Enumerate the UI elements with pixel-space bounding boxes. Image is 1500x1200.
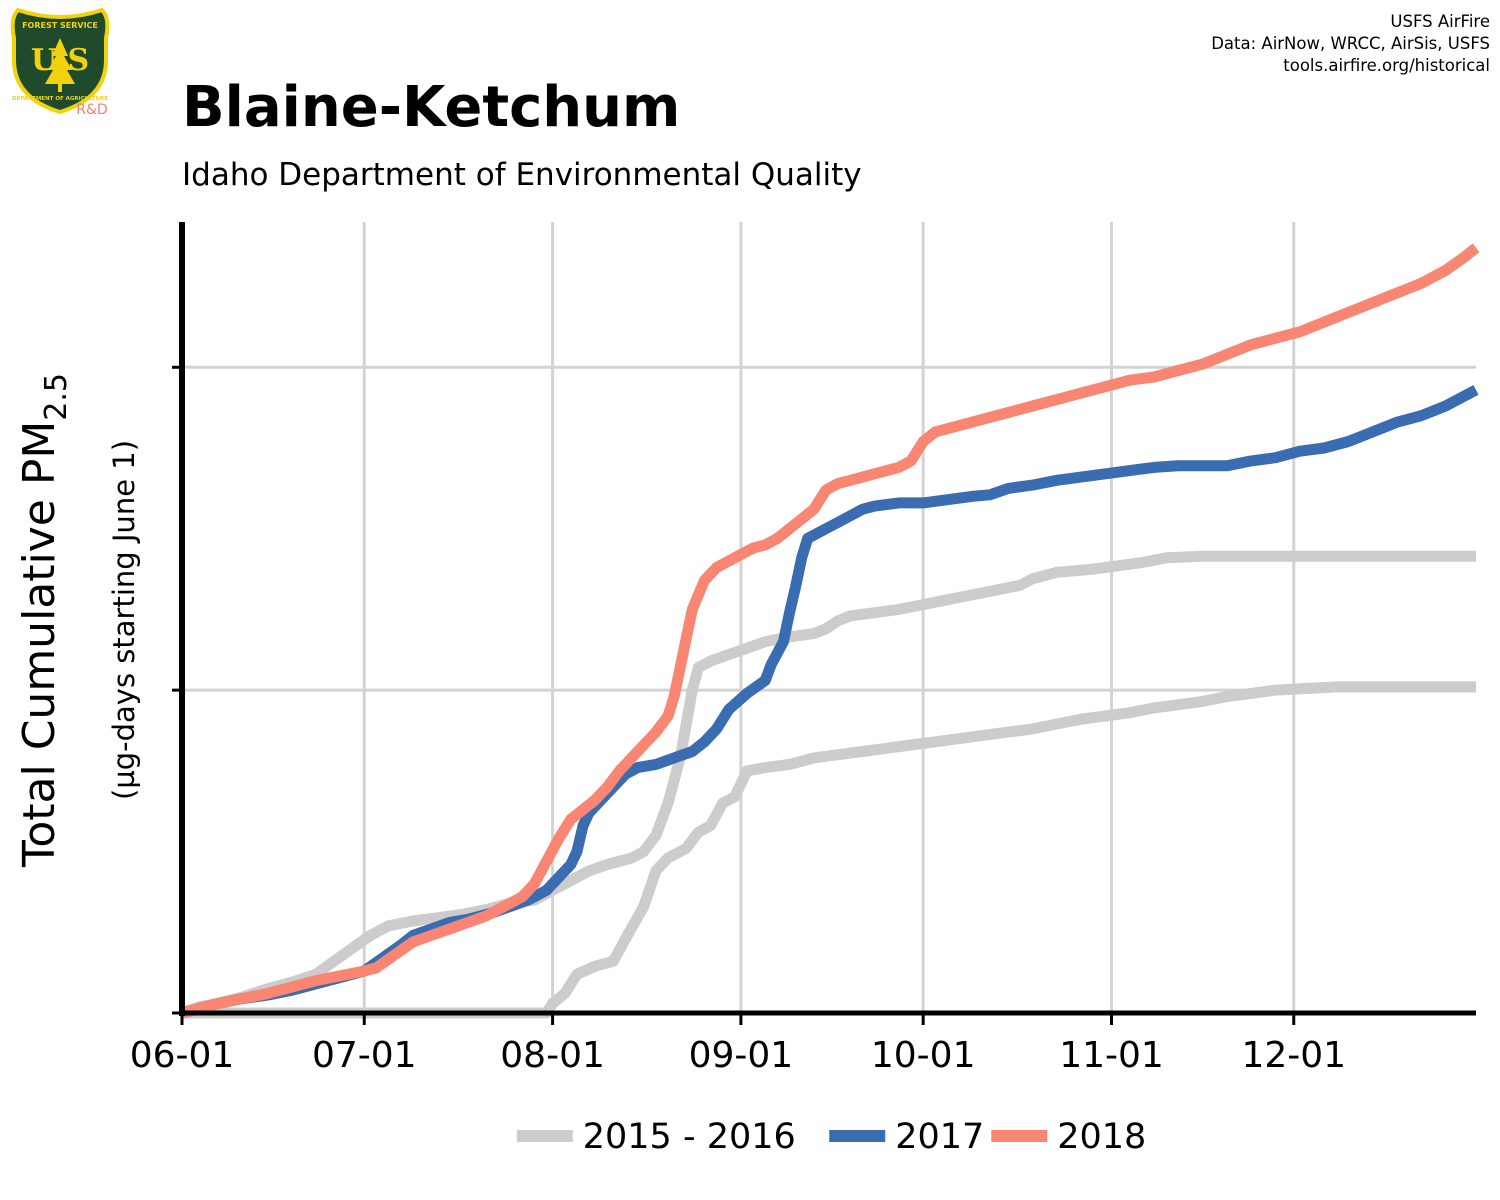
series-lines: [180, 243, 1480, 1019]
series-line-2017: [180, 385, 1479, 1019]
chart-title: Blaine-Ketchum: [182, 75, 680, 140]
legend-label-2: 2018: [1057, 1117, 1146, 1157]
logo-badge: R&D: [76, 102, 107, 118]
x-tick-label-5: 11-01: [1059, 1035, 1164, 1076]
y-axis-label-secondary: (µg-days starting June 1): [107, 440, 141, 800]
credit-line-2: Data: AirNow, WRCC, AirSis, USFS: [1211, 34, 1490, 53]
series-line-2016: [180, 550, 1476, 1019]
series-line-2018: [180, 243, 1480, 1019]
credit-line-1: USFS AirFire: [1390, 12, 1490, 31]
legend-label-1: 2017: [895, 1117, 984, 1157]
logo-tree-icon: [45, 38, 75, 92]
x-tick-label-6: 12-01: [1241, 1035, 1346, 1076]
legend: 2015 - 2016 2017 2018: [516, 1117, 1146, 1157]
x-tick-label-2: 08-01: [500, 1035, 605, 1076]
series-line-2015: [182, 681, 1476, 1019]
x-tick-label-4: 10-01: [871, 1035, 976, 1076]
x-tick-label-0: 06-01: [130, 1035, 235, 1076]
credit-line-3: tools.airfire.org/historical: [1283, 56, 1490, 75]
usfs-logo: FOREST SERVICE U S DEPARTMENT OF AGRICUL…: [10, 7, 110, 118]
logo-bottom-text: DEPARTMENT OF AGRICULTURE: [12, 96, 108, 102]
chart-subtitle: Idaho Department of Environmental Qualit…: [182, 157, 862, 193]
x-tick-label-1: 07-01: [312, 1035, 417, 1076]
axes: 06-01 07-01 08-01 09-01 10-01 11-01 12-01: [130, 222, 1476, 1076]
y-axis-label-main: Total Cumulative PM: [14, 421, 65, 868]
y-axis-label-subscript: 2.5: [39, 373, 74, 421]
logo-top-text: FOREST SERVICE: [22, 21, 98, 30]
legend-label-0: 2015 - 2016: [583, 1117, 796, 1157]
x-tick-label-3: 09-01: [689, 1035, 794, 1076]
y-axis-label: Total Cumulative PM2.5: [14, 373, 74, 868]
